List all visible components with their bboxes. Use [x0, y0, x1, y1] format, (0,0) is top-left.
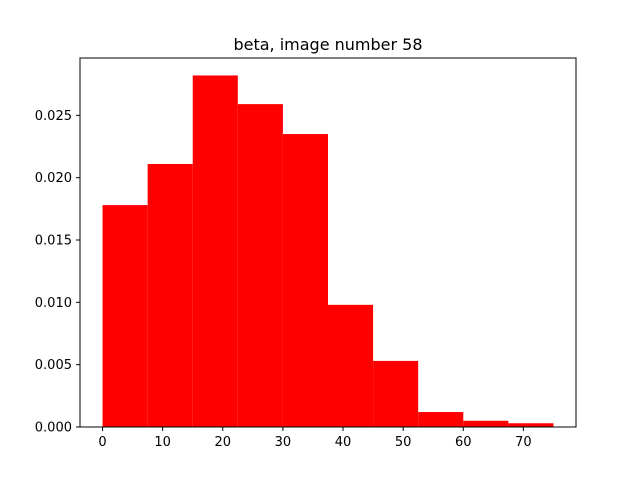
x-axis-ticks: 0 10 20 30 40 50 60 70 [98, 427, 532, 450]
y-axis-ticks: 0.000 0.005 0.010 0.015 0.020 0.025 [35, 109, 80, 436]
histogram-bar-10 [508, 423, 554, 427]
histogram-bar-7 [373, 360, 419, 427]
y-tick-label: 0.005 [35, 358, 72, 373]
axes-layer [79, 57, 577, 428]
x-tick-label: 30 [275, 435, 292, 450]
y-tick-label: 0.020 [35, 171, 72, 186]
histogram-bar-2 [147, 163, 193, 428]
histogram-bar-5 [282, 134, 328, 427]
x-tick-label: 20 [215, 435, 232, 450]
x-tick-label: 60 [455, 435, 472, 450]
x-tick-label: 70 [515, 435, 532, 450]
y-tick-label: 0.025 [35, 109, 72, 124]
x-tick-label: 0 [98, 435, 106, 450]
histogram-bar-6 [328, 304, 374, 427]
histogram-bar-9 [463, 420, 509, 427]
bars-layer [102, 75, 554, 428]
x-tick-label: 50 [395, 435, 412, 450]
y-tick-label: 0.010 [35, 296, 72, 311]
histogram-bar-8 [418, 412, 464, 427]
histogram-bar-1 [102, 205, 148, 427]
y-tick-label: 0.015 [35, 234, 72, 249]
histogram-bar-3 [192, 75, 238, 428]
plot-frame [79, 57, 577, 428]
x-tick-label: 10 [154, 435, 171, 450]
x-tick-label: 40 [335, 435, 352, 450]
histogram-bar-4 [237, 104, 283, 427]
y-tick-label: 0.000 [35, 421, 72, 436]
chart-title: beta, image number 58 [233, 35, 422, 54]
